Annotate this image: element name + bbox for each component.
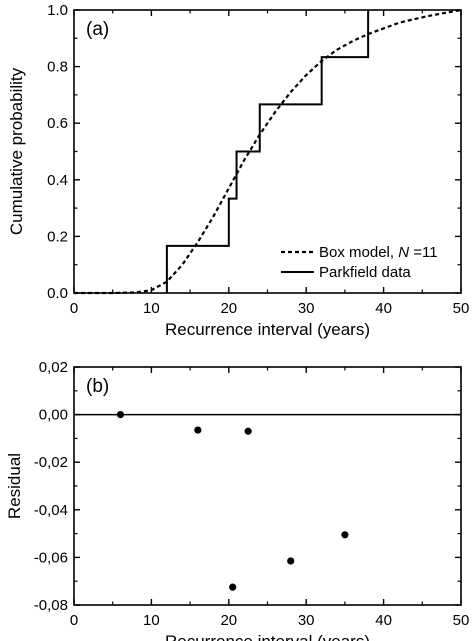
y-tick-label-b: -0,06 bbox=[34, 549, 68, 566]
legend-label: Box model, N =11 bbox=[319, 244, 438, 261]
x-tick-label-b: 40 bbox=[375, 612, 392, 629]
x-tick-label-a: 0 bbox=[70, 300, 78, 317]
scatter-point bbox=[194, 426, 202, 434]
y-axis-title-b: Residual bbox=[5, 453, 24, 519]
y-tick-label-a: 0.6 bbox=[47, 115, 68, 132]
panel-label-a: (a) bbox=[86, 19, 109, 40]
x-tick-label-a: 30 bbox=[298, 300, 315, 317]
y-tick-label-b: 0,00 bbox=[39, 407, 68, 424]
scatter-point bbox=[229, 583, 237, 591]
legend-label: Parkfield data bbox=[319, 264, 411, 281]
plot-frame-b bbox=[73, 366, 462, 606]
scatter-point bbox=[287, 557, 295, 565]
panel-label-b: (b) bbox=[86, 376, 109, 397]
legend: Box model, N =11 Parkfield data bbox=[281, 244, 438, 281]
x-tick-label-b: 50 bbox=[453, 612, 470, 629]
y-tick-label-a: 0.8 bbox=[47, 59, 68, 76]
y-tick-label-a: 1.0 bbox=[47, 2, 68, 19]
x-axis-title-b: Recurrence interval (years) bbox=[165, 632, 370, 641]
scatter-point bbox=[341, 531, 349, 539]
x-tick-label-b: 20 bbox=[220, 612, 237, 629]
y-tick-label-a: 0.4 bbox=[47, 172, 68, 189]
x-tick-label-b: 10 bbox=[143, 612, 160, 629]
scatter-point bbox=[244, 427, 252, 435]
series-line-parkfield-data bbox=[165, 10, 370, 293]
x-tick-label-a: 20 bbox=[220, 300, 237, 317]
panel-b-residual: 0 10 20 30 40 50 0,02 0,00 -0,02 -0,04 -0,06 -0,08 R… bbox=[5, 359, 469, 641]
x-tick-label-a: 50 bbox=[453, 300, 470, 317]
series-line-box-model bbox=[74, 8, 461, 295]
y-tick-label-b: 0,02 bbox=[39, 359, 68, 376]
y-tick-label-a: 0.2 bbox=[47, 228, 68, 245]
x-tick-label-a: 40 bbox=[375, 300, 392, 317]
x-tick-label-b: 30 bbox=[298, 612, 315, 629]
scatter-point bbox=[116, 411, 125, 419]
x-axis-title-a: Recurrence interval (years) bbox=[165, 320, 370, 339]
panel-a-cumulative-probability: 0 10 20 30 40 50 0.0 0.2 0.4 0.6 0.8 1.0 Recurrence … bbox=[7, 2, 469, 339]
y-tick-label-b: -0,08 bbox=[34, 597, 68, 614]
x-tick-label-b: 0 bbox=[70, 612, 78, 629]
x-tick-label-a: 10 bbox=[143, 300, 160, 317]
y-axis-title-a: Cumulative probability bbox=[7, 67, 26, 235]
y-tick-label-b: -0,02 bbox=[34, 454, 68, 471]
y-tick-label-b: -0,04 bbox=[34, 502, 68, 519]
y-tick-label-a: 0.0 bbox=[47, 285, 68, 302]
